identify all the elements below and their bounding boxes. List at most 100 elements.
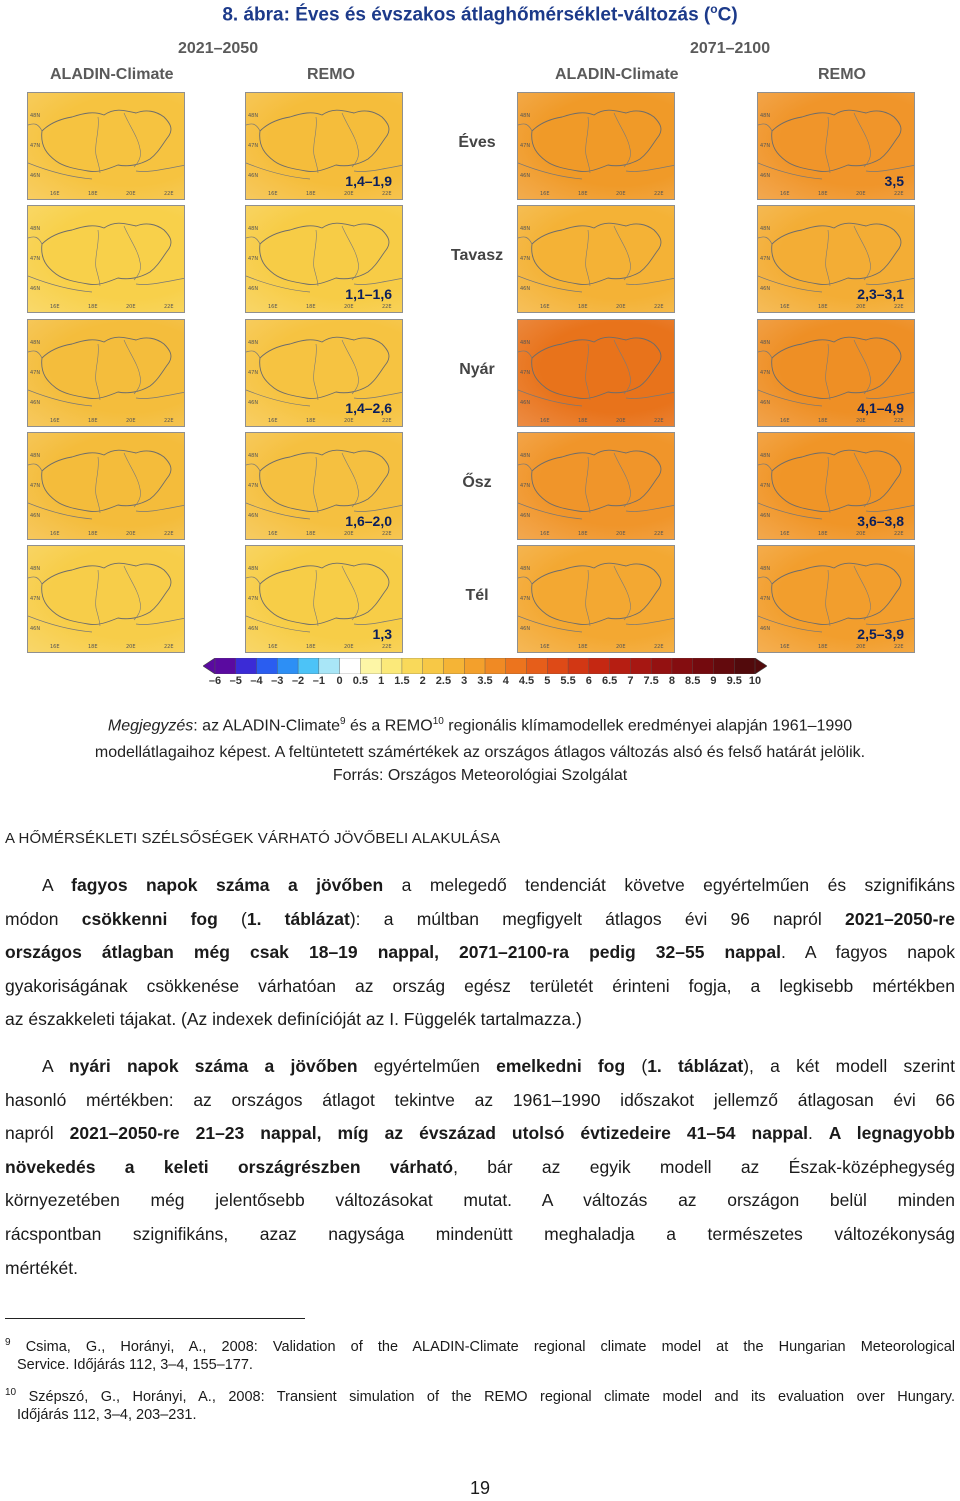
longitude-ticks: 16E 18E 20E 22E (42, 304, 182, 311)
longitude-ticks: 16E 18E 20E 22E (42, 644, 182, 651)
latitude-tick-label: 47N (30, 483, 41, 489)
longitude-tick-label: 18E (578, 191, 588, 197)
longitude-ticks: 16E 18E 20E 22E (532, 418, 672, 425)
latitude-ticks: 48N 47N 46N (520, 433, 532, 539)
latitude-ticks: 48N 47N 46N (248, 546, 260, 652)
colorbar-swatch (380, 657, 403, 675)
colorbar-swatch (484, 657, 507, 675)
colorbar-tick-label: 10 (748, 675, 762, 687)
temperature-map: 48N 47N 46N 16E 18E 20E 22E 1,4–1,9 (245, 92, 403, 200)
colorbar-swatch (235, 657, 258, 675)
latitude-tick-label: 46N (520, 173, 531, 179)
country-outline (518, 336, 674, 407)
colorbar-tick-label: 0 (336, 675, 343, 687)
latitude-tick-label: 48N (520, 566, 531, 572)
country-outline (28, 109, 184, 180)
colorbar-arrow-low (202, 657, 216, 675)
paragraph-summer-days: A nyári napok száma a jövőben egyértelmű… (5, 1050, 955, 1285)
longitude-tick-label: 20E (344, 644, 354, 650)
country-outline (246, 449, 402, 520)
footnote-9-line-1: 9 Csima, G., Horányi, A., 2008: Validati… (5, 1337, 955, 1354)
colorbar-swatch (422, 657, 445, 675)
longitude-tick-label: 18E (578, 304, 588, 310)
longitude-tick-label: 20E (616, 191, 626, 197)
longitude-tick-label: 20E (126, 644, 136, 650)
temperature-map: 48N 47N 46N 16E 18E 20E 22E (27, 319, 185, 427)
country-outline (246, 109, 402, 180)
latitude-tick-label: 47N (760, 596, 771, 602)
country-outline (28, 562, 184, 633)
footnote-10: 10 Szépszó, G., Horányi, A., 2008: Trans… (5, 1382, 955, 1426)
para1-line-5: az északkeleti tájakat. (Az indexek defi… (5, 1009, 582, 1030)
longitude-tick-label: 16E (268, 418, 278, 424)
country-outline (758, 562, 914, 633)
temperature-map: 48N 47N 46N 16E 18E 20E 22E (517, 545, 675, 653)
longitude-tick-label: 20E (344, 304, 354, 310)
latitude-tick-label: 46N (760, 286, 771, 292)
latitude-tick-label: 47N (248, 370, 259, 376)
temperature-map: 48N 47N 46N 16E 18E 20E 22E 1,1–1,6 (245, 205, 403, 313)
longitude-tick-label: 20E (856, 531, 866, 537)
colorbar-tick-label: –5 (229, 675, 242, 687)
latitude-tick-label: 48N (520, 113, 531, 119)
map-value-label: 1,4–2,6 (345, 400, 392, 416)
longitude-tick-label: 18E (578, 531, 588, 537)
latitude-ticks: 48N 47N 46N (30, 93, 42, 199)
map-value-label: 1,3 (372, 626, 392, 642)
longitude-ticks: 16E 18E 20E 22E (260, 191, 400, 198)
latitude-tick-label: 46N (760, 400, 771, 406)
longitude-tick-label: 22E (894, 418, 904, 424)
latitude-tick-label: 46N (248, 400, 259, 406)
colorbar-tick-label: 1.5 (394, 675, 410, 687)
colorbar-swatch (526, 657, 548, 675)
longitude-tick-label: 22E (164, 191, 174, 197)
latitude-tick-label: 46N (30, 400, 41, 406)
longitude-tick-label: 22E (382, 644, 392, 650)
model-header-aladin-2: ALADIN-Climate (555, 66, 679, 83)
longitude-tick-label: 18E (306, 644, 316, 650)
colorbar-tick-label: 7.5 (643, 675, 659, 687)
footnote-10-line-2: Időjárás 112, 3–4, 203–231. (17, 1407, 197, 1423)
latitude-tick-label: 48N (248, 226, 259, 232)
colorbar-tick-label: –1 (312, 675, 325, 687)
colorbar-swatch (443, 657, 465, 675)
longitude-tick-label: 16E (50, 418, 60, 424)
colorbar-arrow-high (754, 657, 768, 675)
longitude-tick-label: 22E (654, 418, 664, 424)
longitude-tick-label: 18E (818, 644, 828, 650)
longitude-tick-label: 20E (344, 191, 354, 197)
latitude-tick-label: 46N (30, 173, 41, 179)
longitude-tick-label: 20E (616, 304, 626, 310)
temperature-map: 48N 47N 46N 16E 18E 20E 22E (27, 545, 185, 653)
colorbar-labels: –6 –5 –4 –3 –2 –1 0 0.5 1 1.5 2 2.5 3 3.5 4 4.5 5 5.5 6 6.5… (195, 675, 775, 691)
longitude-ticks: 16E 18E 20E 22E (42, 191, 182, 198)
longitude-tick-label: 18E (818, 304, 828, 310)
temperature-map: 48N 47N 46N 16E 18E 20E 22E 2,3–3,1 (757, 205, 915, 313)
longitude-tick-label: 16E (780, 191, 790, 197)
colorbar-swatch (297, 657, 320, 675)
latitude-tick-label: 46N (248, 626, 259, 632)
latitude-tick-label: 47N (760, 483, 771, 489)
longitude-tick-label: 16E (780, 304, 790, 310)
latitude-ticks: 48N 47N 46N (520, 206, 532, 312)
period-header-2021-2050: 2021–2050 (178, 40, 259, 57)
colorbar-swatch (256, 657, 278, 675)
longitude-tick-label: 22E (894, 644, 904, 650)
latitude-tick-label: 48N (248, 453, 259, 459)
longitude-tick-label: 20E (616, 531, 626, 537)
longitude-ticks: 16E 18E 20E 22E (532, 304, 672, 311)
longitude-ticks: 16E 18E 20E 22E (772, 304, 912, 311)
latitude-tick-label: 48N (248, 566, 259, 572)
para1-line-3: országos átlagban még csak 18–19 nappal,… (5, 942, 955, 963)
latitude-tick-label: 46N (760, 626, 771, 632)
latitude-ticks: 48N 47N 46N (760, 206, 772, 312)
colorbar-tick-label: 5 (544, 675, 551, 687)
longitude-ticks: 16E 18E 20E 22E (532, 191, 672, 198)
season-label: Tél (465, 587, 489, 604)
colorbar-swatch (214, 657, 237, 675)
country-outline (28, 336, 184, 407)
colorbar-tick-label: 8.5 (685, 675, 701, 687)
latitude-ticks: 48N 47N 46N (248, 206, 260, 312)
country-outline (246, 336, 402, 407)
para1-line-4: gyakoriságának csökkenése várhatóan az o… (5, 975, 955, 996)
